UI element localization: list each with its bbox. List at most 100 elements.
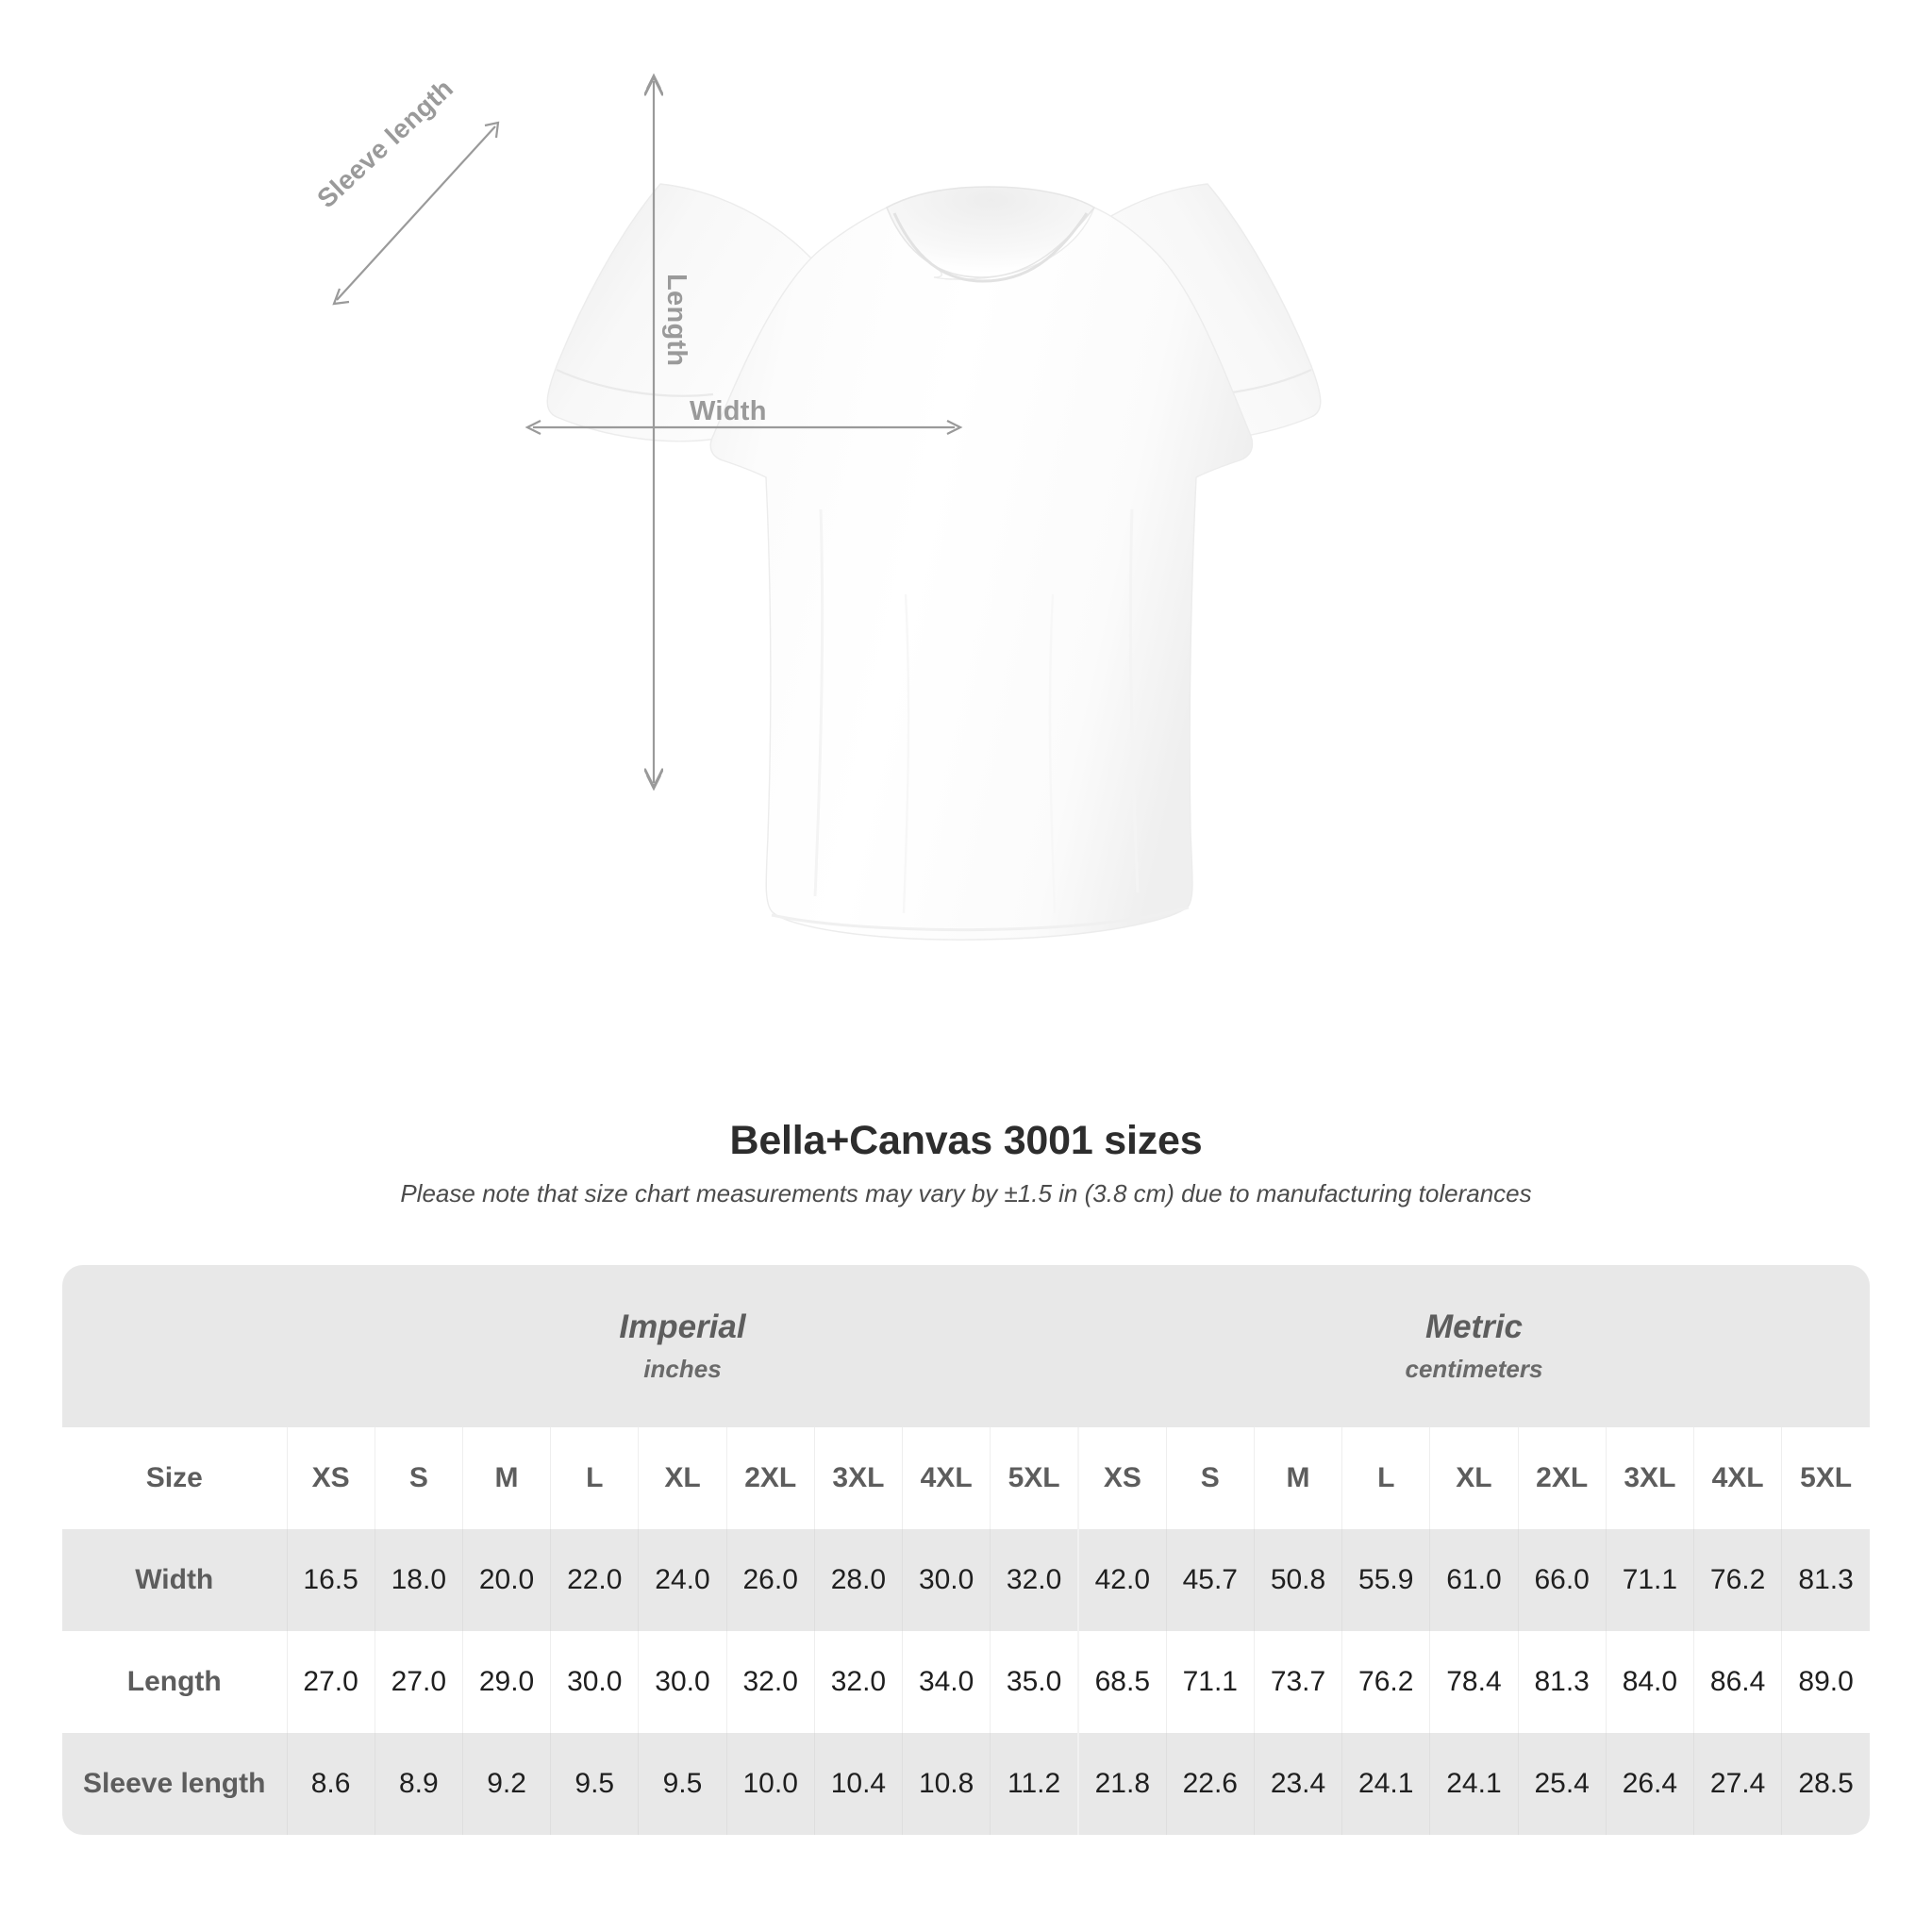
- measurement-cell: 61.0: [1429, 1529, 1519, 1631]
- garment-diagram: Sleeve length Length Width: [311, 66, 1491, 1038]
- measurement-row-label: Width: [62, 1529, 287, 1631]
- measurement-cell: 55.9: [1341, 1529, 1430, 1631]
- measurement-cell: 34.0: [902, 1631, 991, 1733]
- measurement-cell: 81.3: [1517, 1631, 1607, 1733]
- measurement-cell: 76.2: [1692, 1529, 1782, 1631]
- measurement-row-label: Length: [62, 1631, 287, 1733]
- measurement-cell: 25.4: [1517, 1733, 1607, 1835]
- size-table: Imperial inches Metric centimeters Size …: [62, 1265, 1870, 1835]
- measurement-cell: 78.4: [1429, 1631, 1519, 1733]
- unit-group-name: Imperial: [619, 1308, 746, 1346]
- unit-group-metric: Metric centimeters: [1077, 1265, 1870, 1427]
- size-header-cell: 4XL: [902, 1427, 991, 1529]
- measurement-cell: 10.4: [813, 1733, 903, 1835]
- measurement-cell: 32.0: [813, 1631, 903, 1733]
- measurement-cell: 76.2: [1341, 1631, 1430, 1733]
- size-header-cell: S: [374, 1427, 463, 1529]
- measurement-row-label: Sleeve length: [62, 1733, 287, 1835]
- measurement-cell: 28.0: [813, 1529, 903, 1631]
- measurement-cell: 10.0: [725, 1733, 815, 1835]
- measurement-cell: 32.0: [990, 1529, 1078, 1631]
- measurement-cell: 24.0: [638, 1529, 727, 1631]
- measurement-cell: 22.6: [1165, 1733, 1255, 1835]
- measurement-cell: 8.6: [286, 1733, 375, 1835]
- size-header-cell: XS: [1076, 1427, 1167, 1529]
- unit-group-sub: centimeters: [1405, 1354, 1543, 1383]
- measurement-cell: 16.5: [286, 1529, 375, 1631]
- measurement-cell: 50.8: [1253, 1529, 1342, 1631]
- size-header-row: Size XS S M L XL 2XL 3XL 4XL 5XL XS S M L XL 2XL 3XL 4XL…: [62, 1427, 1870, 1529]
- measurement-cell: 32.0: [725, 1631, 815, 1733]
- size-header-cell: 2XL: [725, 1427, 815, 1529]
- measurement-cell: 9.5: [638, 1733, 727, 1835]
- size-table-container: Imperial inches Metric centimeters Size …: [62, 1265, 1870, 1835]
- measurement-cell: 66.0: [1517, 1529, 1607, 1631]
- size-header-cell: XL: [1429, 1427, 1519, 1529]
- measurement-cell: 18.0: [374, 1529, 463, 1631]
- size-header-cell: 3XL: [813, 1427, 903, 1529]
- table-body: Width 16.5 18.0 20.0 22.0 24.0 26.0 28.0 30.0 32.…: [62, 1529, 1870, 1835]
- measurement-cell: 29.0: [461, 1631, 551, 1733]
- measurement-cell: 24.1: [1429, 1733, 1519, 1835]
- size-header-cell: XS: [286, 1427, 375, 1529]
- measurement-cell: 81.3: [1781, 1529, 1870, 1631]
- size-header-cell: M: [461, 1427, 551, 1529]
- unit-group-imperial: Imperial inches: [287, 1265, 1078, 1427]
- measurement-cell: 9.2: [461, 1733, 551, 1835]
- unit-group-sub: inches: [643, 1354, 722, 1383]
- measurement-cell: 45.7: [1165, 1529, 1255, 1631]
- measurement-cell: 35.0: [990, 1631, 1078, 1733]
- unit-header-row: Imperial inches Metric centimeters: [62, 1265, 1870, 1427]
- length-annotation: Length: [661, 274, 691, 367]
- measurement-cell: 86.4: [1692, 1631, 1782, 1733]
- size-header-cell: 5XL: [1781, 1427, 1870, 1529]
- measurement-cell: 10.8: [902, 1733, 991, 1835]
- measurement-cell: 8.9: [374, 1733, 463, 1835]
- table-row: Length 27.0 27.0 29.0 30.0 30.0 32.0 32.0 34.0 35…: [62, 1631, 1870, 1733]
- table-row: Sleeve length 8.6 8.9 9.2 9.5 9.5 10.0 10.4 10.8…: [62, 1733, 1870, 1835]
- size-header-cell: XL: [638, 1427, 727, 1529]
- measurement-cell: 11.2: [990, 1733, 1078, 1835]
- measurement-cell: 26.4: [1605, 1733, 1694, 1835]
- measurement-cell: 68.5: [1076, 1631, 1167, 1733]
- measurement-cell: 27.0: [374, 1631, 463, 1733]
- measurement-cell: 28.5: [1781, 1733, 1870, 1835]
- measurement-cell: 27.0: [286, 1631, 375, 1733]
- size-header-label: Size: [62, 1427, 287, 1529]
- measurement-cell: 9.5: [550, 1733, 639, 1835]
- size-header-cell: S: [1165, 1427, 1255, 1529]
- unit-group-name: Metric: [1424, 1308, 1524, 1346]
- size-header-cell: M: [1253, 1427, 1342, 1529]
- measurement-cell: 24.1: [1341, 1733, 1430, 1835]
- size-header-cell: 2XL: [1517, 1427, 1607, 1529]
- measurement-cell: 71.1: [1605, 1529, 1694, 1631]
- measurement-cell: 30.0: [550, 1631, 639, 1733]
- page-title: Bella+Canvas 3001 sizes: [729, 1118, 1203, 1163]
- measurement-cell: 21.8: [1076, 1733, 1167, 1835]
- measurement-cell: 73.7: [1253, 1631, 1342, 1733]
- measurement-cell: 42.0: [1076, 1529, 1167, 1631]
- measurement-cell: 30.0: [902, 1529, 991, 1631]
- measurement-cell: 22.0: [550, 1529, 639, 1631]
- size-header-cell: 4XL: [1692, 1427, 1782, 1529]
- measurement-cell: 84.0: [1605, 1631, 1694, 1733]
- size-header-cell: 5XL: [990, 1427, 1078, 1529]
- tolerance-note: Please note that size chart measurements…: [400, 1179, 1532, 1208]
- size-header-cell: L: [1341, 1427, 1430, 1529]
- table-head: Imperial inches Metric centimeters Size …: [62, 1265, 1870, 1529]
- measurement-cell: 27.4: [1692, 1733, 1782, 1835]
- measurement-cell: 71.1: [1165, 1631, 1255, 1733]
- tshirt-illustration: [377, 66, 1491, 1038]
- measurement-cell: 20.0: [461, 1529, 551, 1631]
- measurement-cell: 30.0: [638, 1631, 727, 1733]
- measurement-cell: 89.0: [1781, 1631, 1870, 1733]
- width-annotation: Width: [690, 396, 767, 426]
- measurement-cell: 23.4: [1253, 1733, 1342, 1835]
- measurement-cell: 26.0: [725, 1529, 815, 1631]
- unit-header-spacer: [62, 1265, 287, 1427]
- table-row: Width 16.5 18.0 20.0 22.0 24.0 26.0 28.0 30.0 32.…: [62, 1529, 1870, 1631]
- chart-heading-block: Bella+Canvas 3001 sizes Please note that…: [0, 1118, 1932, 1208]
- size-header-cell: 3XL: [1605, 1427, 1694, 1529]
- size-header-cell: L: [550, 1427, 639, 1529]
